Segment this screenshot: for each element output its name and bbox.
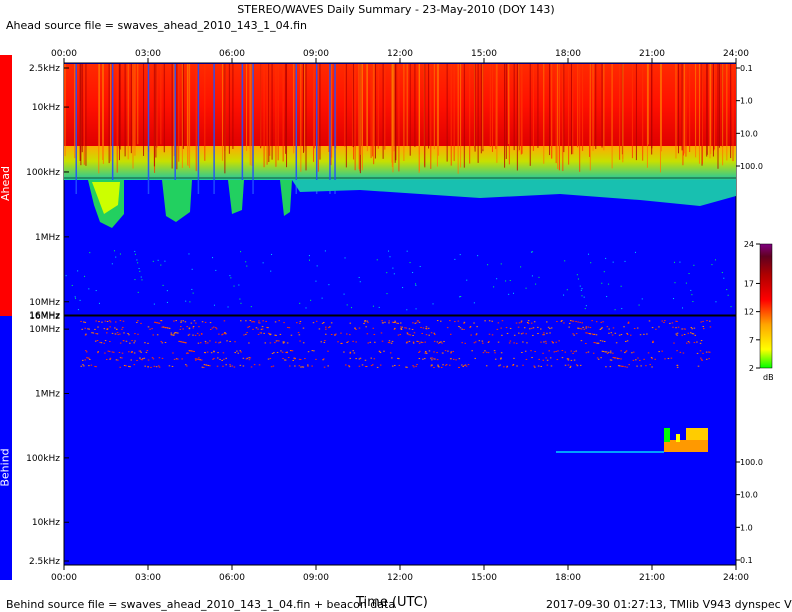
x-bottom-tick-label: 06:00 — [219, 573, 245, 583]
freq-tick-label: 16MHz — [29, 311, 60, 321]
colorbar-tick-label: 2 — [749, 364, 754, 373]
x-bottom-tick-label: 09:00 — [303, 573, 329, 583]
footer-timestamp: 2017-09-30 01:27:13, TMlib V943 dynspec … — [546, 598, 792, 611]
x-top-tick-label: 24:00 — [723, 49, 749, 59]
freq-tick-label: 2.5kHz — [29, 557, 60, 567]
x-top-tick-label: 09:00 — [303, 49, 329, 59]
right-tick-label: 0.1 — [740, 64, 753, 73]
freq-tick-label: 100kHz — [26, 454, 60, 464]
freq-tick-label: 16MHz — [29, 312, 60, 322]
behind-panel — [63, 315, 737, 566]
x-bottom-tick-label: 18:00 — [555, 573, 581, 583]
x-top-tick-label: 15:00 — [471, 49, 497, 59]
x-top-tick-label: 00:00 — [51, 49, 77, 59]
x-bottom-tick-label: 03:00 — [135, 573, 161, 583]
right-tick-label: 10.0 — [740, 129, 758, 138]
freq-tick-label: 100kHz — [26, 168, 60, 178]
behind-side-bar: Behind — [0, 316, 12, 580]
freq-tick-label: 10kHz — [32, 103, 60, 113]
ahead-bursts — [88, 180, 736, 228]
x-top-tick-label: 18:00 — [555, 49, 581, 59]
x-axis-top: 00:00 03:00 06:00 09:00 12:00 15:00 18:00 21:00… — [51, 49, 749, 63]
ahead-side-bar: Ahead — [0, 55, 12, 316]
colorbar-unit: dB — [763, 373, 774, 382]
x-bottom-tick-label: 00:00 — [51, 573, 77, 583]
chart-title: STEREO/WAVES Daily Summary - 23-May-2010… — [237, 3, 555, 16]
right-tick-label: 100.0 — [740, 458, 763, 467]
right-tick-label: 1.0 — [740, 523, 753, 532]
colorbar-tick-label: 24 — [744, 240, 754, 249]
colorbar-tick-label: 12 — [744, 308, 754, 317]
ahead-right-axis: 0.1 1.0 10.0 100.0 — [736, 64, 763, 171]
ahead-noise-dots — [65, 250, 732, 311]
behind-source-label: Behind source file = swaves_ahead_2010_1… — [6, 598, 396, 611]
ahead-freq-axis: 2.5kHz 10kHz 100kHz 1MHz 10MHz 16MHz — [26, 64, 69, 321]
behind-freq-axis: 16MHz 10MHz 1MHz 100kHz 10kHz 2.5kHz — [26, 312, 69, 567]
x-top-tick-label: 12:00 — [387, 49, 413, 59]
freq-tick-label: 1MHz — [35, 390, 60, 400]
ahead-source-label: Ahead source file = swaves_ahead_2010_14… — [6, 19, 308, 32]
freq-tick-label: 10kHz — [32, 518, 60, 528]
right-tick-label: 0.1 — [740, 556, 753, 565]
behind-event — [556, 428, 708, 453]
right-tick-label: 10.0 — [740, 491, 758, 500]
freq-tick-label: 2.5kHz — [29, 64, 60, 74]
colorbar-ticks: 24 17 12 7 2 — [744, 240, 760, 373]
freq-tick-label: 10MHz — [29, 298, 60, 308]
freq-tick-label: 10MHz — [29, 325, 60, 335]
ahead-mid-freq-band — [64, 146, 736, 180]
right-tick-label: 100.0 — [740, 162, 763, 171]
x-bottom-tick-label: 12:00 — [387, 573, 413, 583]
x-bottom-tick-label: 15:00 — [471, 573, 497, 583]
behind-right-axis: 100.0 10.0 1.0 0.1 — [736, 458, 763, 565]
x-top-tick-label: 21:00 — [639, 49, 665, 59]
colorbar-tick-label: 17 — [744, 279, 754, 288]
x-bottom-tick-label: 21:00 — [639, 573, 665, 583]
colorbar — [759, 243, 773, 369]
behind-noise-rows — [80, 320, 712, 368]
x-bottom-tick-label: 24:00 — [723, 573, 749, 583]
colorbar-tick-label: 7 — [749, 336, 754, 345]
ahead-streaks — [64, 64, 734, 194]
ahead-low-freq-band — [64, 64, 736, 146]
right-tick-label: 1.0 — [740, 97, 753, 106]
x-top-tick-label: 06:00 — [219, 49, 245, 59]
x-axis-title: Time (UTC) — [356, 595, 428, 610]
x-top-tick-label: 03:00 — [135, 49, 161, 59]
x-axis-bottom: 00:00 03:00 06:00 09:00 12:00 15:00 18:00 21:00… — [51, 565, 749, 583]
freq-tick-label: 1MHz — [35, 233, 60, 243]
